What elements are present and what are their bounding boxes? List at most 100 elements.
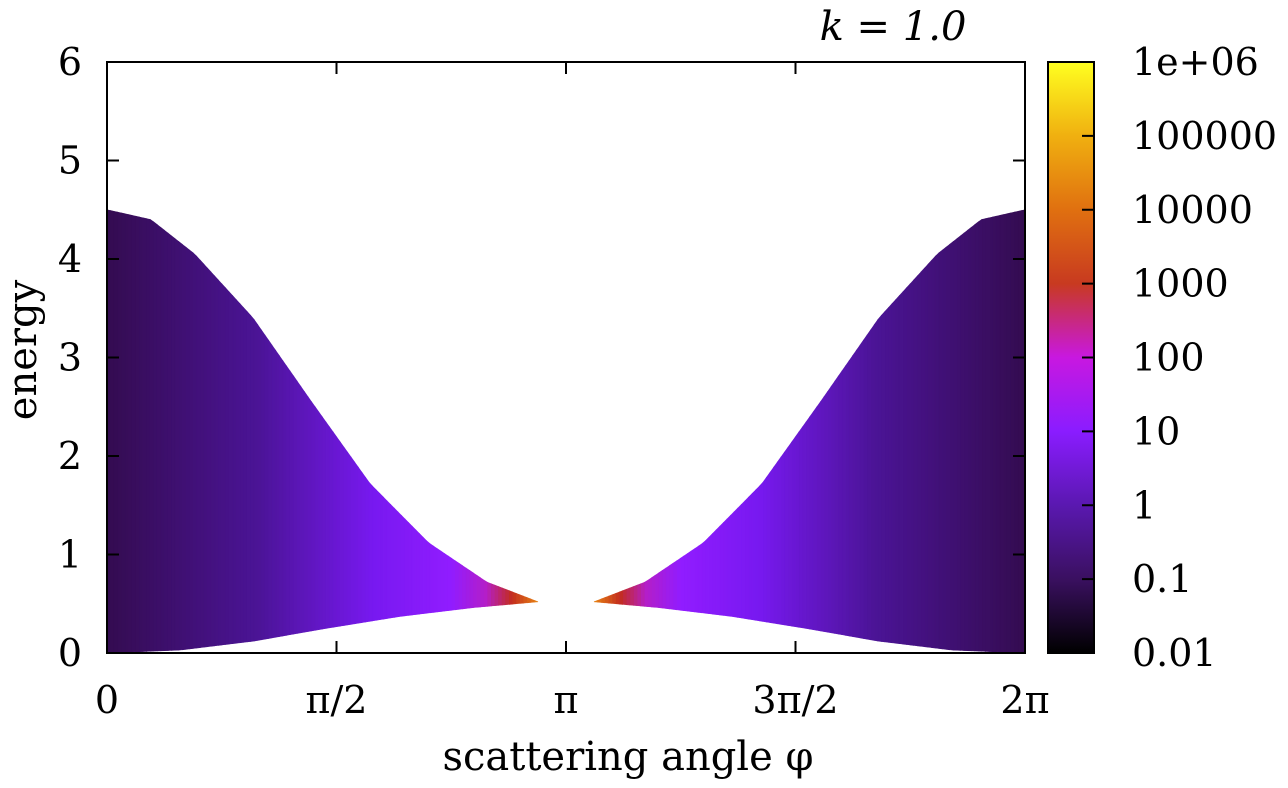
heatmap-cell xyxy=(322,416,327,630)
heatmap-cell xyxy=(426,540,431,614)
heatmap-cell xyxy=(995,215,1001,653)
heatmap-cell xyxy=(325,421,330,629)
heatmap-cell xyxy=(178,241,183,651)
heatmap-cell xyxy=(913,275,918,647)
heatmap-cell xyxy=(383,496,388,620)
heatmap-cell xyxy=(372,485,377,622)
heatmap-cell xyxy=(505,588,510,606)
heatmap-cell xyxy=(455,560,460,611)
heatmap-cell xyxy=(963,229,968,651)
heatmap-cell xyxy=(304,390,309,633)
heatmap-cell xyxy=(286,365,291,636)
heatmap-cell xyxy=(350,456,356,625)
heatmap-cell xyxy=(852,349,857,638)
heatmap-cell xyxy=(715,525,721,616)
heatmap-cell xyxy=(336,436,341,627)
heatmap-cell xyxy=(437,548,442,613)
heatmap-cell xyxy=(386,500,392,619)
heatmap-cell xyxy=(640,581,645,607)
heatmap-region xyxy=(107,209,1025,653)
heatmap-cell xyxy=(827,385,832,634)
heatmap-cell xyxy=(938,249,943,650)
heatmap-cell xyxy=(131,215,137,653)
heatmap-cell xyxy=(618,590,624,605)
heatmap-cell xyxy=(629,586,634,606)
heatmap-cell xyxy=(848,354,853,637)
heatmap-cell xyxy=(225,287,230,645)
heatmap-cell xyxy=(636,583,641,607)
heatmap-cell xyxy=(315,406,320,631)
heatmap-cell xyxy=(207,267,212,648)
x-tick-label: 3π/2 xyxy=(752,678,838,722)
heatmap-cell xyxy=(228,291,234,645)
heatmap-cell xyxy=(534,599,539,603)
heatmap-cell xyxy=(611,593,616,605)
heatmap-cell xyxy=(275,349,280,638)
heatmap-cell xyxy=(376,489,381,621)
heatmap-cell xyxy=(307,395,313,632)
heatmap-cell xyxy=(135,215,140,653)
heatmap-cell xyxy=(740,500,746,619)
heatmap-cell xyxy=(906,283,911,646)
heatmap-cell xyxy=(156,224,162,652)
heatmap-cell xyxy=(927,259,932,648)
heatmap-cell xyxy=(661,567,667,609)
heatmap-cell xyxy=(117,211,122,653)
heatmap-cell xyxy=(730,511,735,618)
heatmap-cell xyxy=(819,395,825,632)
heatmap-cell xyxy=(622,588,627,606)
heatmap-cell xyxy=(250,314,255,642)
colorbar-tick-label: 0.01 xyxy=(1132,631,1217,675)
x-axis: 0 π/2 π 3π/2 2π xyxy=(95,62,1050,722)
heatmap-cell xyxy=(967,226,972,652)
heatmap-cell xyxy=(469,569,474,609)
heatmap-cell xyxy=(397,511,402,618)
heatmap-cell xyxy=(985,217,990,652)
heatmap-cell xyxy=(253,318,259,642)
heatmap-cell xyxy=(451,557,456,611)
x-tick-label: 2π xyxy=(1000,678,1049,722)
heatmap-cell xyxy=(960,232,965,651)
heatmap-cell xyxy=(863,334,868,640)
heatmap-cell xyxy=(526,597,532,604)
x-tick-label: π xyxy=(554,678,579,722)
heatmap-cell xyxy=(419,532,424,615)
heatmap-cell xyxy=(512,591,517,605)
heatmap-cell xyxy=(755,485,760,622)
heatmap-cell xyxy=(816,401,821,632)
heatmap-cell xyxy=(530,598,535,603)
heatmap-cell xyxy=(167,232,172,651)
heatmap-cell xyxy=(142,217,147,652)
heatmap-cell xyxy=(243,306,248,643)
heatmap-cell xyxy=(737,503,742,619)
heatmap-cell xyxy=(153,221,158,652)
heatmap-cell xyxy=(196,255,201,649)
heatmap-cell xyxy=(297,380,302,634)
heatmap-cell xyxy=(942,246,947,650)
heatmap-cell xyxy=(189,249,194,650)
heatmap-cell xyxy=(748,492,753,621)
heatmap-cell xyxy=(798,426,803,629)
y-tick-label: 1 xyxy=(58,533,82,577)
colorbar-tick-label: 100000 xyxy=(1132,114,1277,158)
heatmap-cell xyxy=(873,318,879,642)
heatmap-cell xyxy=(895,294,900,644)
heatmap-cell xyxy=(491,583,496,607)
heatmap-cell xyxy=(139,216,144,653)
heatmap-cell xyxy=(658,569,663,609)
heatmap-cell xyxy=(483,579,489,607)
heatmap-cell xyxy=(672,560,677,611)
heatmap-cell xyxy=(805,416,810,630)
heatmap-cell xyxy=(1017,210,1022,653)
heatmap-cell xyxy=(293,375,298,635)
heatmap-cell xyxy=(683,553,688,612)
heatmap-cell xyxy=(192,252,198,649)
heatmap-cell xyxy=(934,252,940,649)
heatmap-cell xyxy=(626,587,631,606)
heatmap-cell xyxy=(164,229,169,651)
heatmap-cell xyxy=(261,329,266,641)
heatmap-cell xyxy=(898,291,904,645)
heatmap-cell xyxy=(909,279,914,646)
heatmap-cell xyxy=(791,436,796,627)
heatmap-cell xyxy=(719,522,724,616)
